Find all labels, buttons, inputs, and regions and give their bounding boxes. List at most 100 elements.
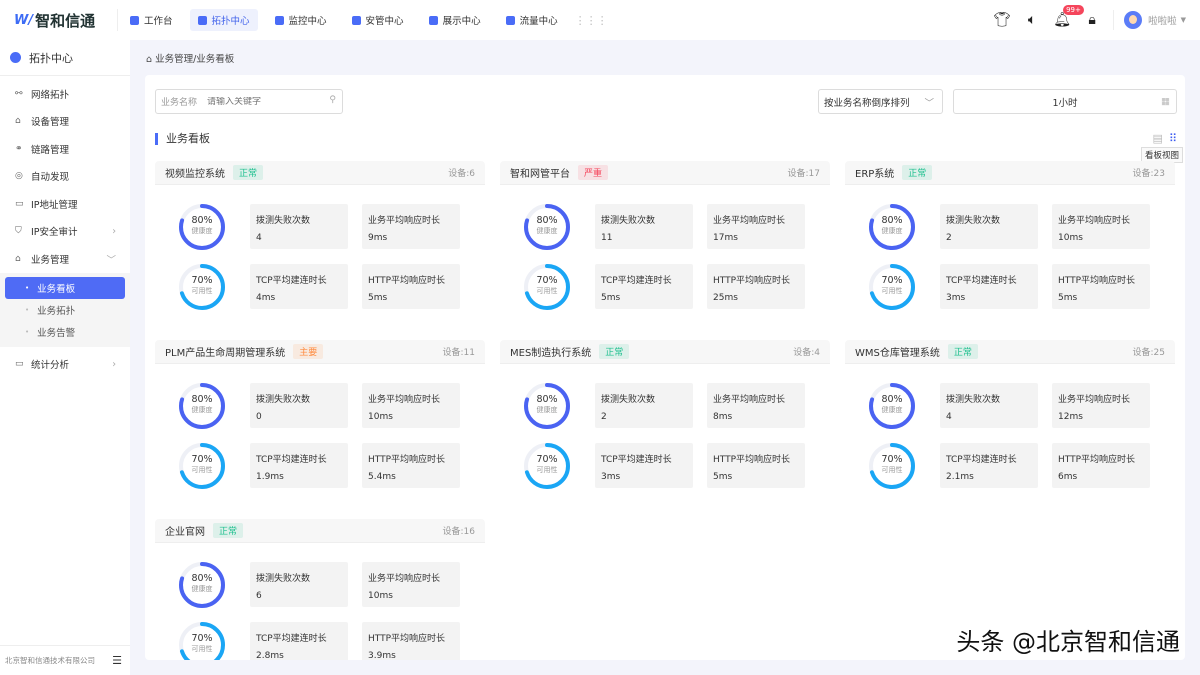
sidebar-item-label: 业务管理 xyxy=(31,254,70,266)
metric-box: HTTP平均响应时长 5.4ms xyxy=(362,443,460,488)
ring-gauge: 80% 健康度 xyxy=(523,203,571,251)
business-card[interactable]: 智和网管平台 严重 设备:17 80% 健康度 70% 可用性 拨测失败次数 11 业务平均响应时… xyxy=(500,161,830,321)
board-view-icon[interactable]: ⠿ xyxy=(1168,132,1177,145)
metric-box: 拨测失败次数 2 xyxy=(595,383,693,428)
metric-value: 10ms xyxy=(368,412,393,422)
nav-label: 展示中心 xyxy=(442,16,481,27)
gauge-value: 80% xyxy=(191,215,213,226)
gauge-arc xyxy=(179,443,225,489)
metric-value: 5ms xyxy=(368,293,388,303)
sidebar-subitem[interactable]: 业务告警 xyxy=(5,321,125,343)
metric-label: HTTP平均响应时长 xyxy=(1058,276,1136,286)
lock-icon[interactable]: 🔒︎ xyxy=(1088,12,1096,28)
card-title: PLM产品生命周期管理系统 xyxy=(165,348,286,359)
ring-gauge: 80% 健康度 xyxy=(178,561,226,609)
ring-gauge: 70% 可用性 xyxy=(868,263,916,311)
metric-label: HTTP平均响应时长 xyxy=(713,276,791,286)
nav-topology[interactable]: 拓扑中心 xyxy=(189,9,258,31)
main-panel: 业务名称⚲ 按业务名称倒序排列﹀ 1小时▦ 业务看板 ▤⠿ 看板视图 视频监控系… xyxy=(145,75,1185,660)
speaker-icon[interactable]: 🔈︎ xyxy=(1027,12,1037,28)
metric-value: 0 xyxy=(256,412,262,422)
gauge-arc xyxy=(179,383,225,429)
metric-label: 拨测失败次数 xyxy=(601,395,656,405)
status-tag: 严重 xyxy=(578,165,609,180)
search-input[interactable] xyxy=(207,96,323,107)
sidebar-item[interactable]: ⚯ 网络拓扑 xyxy=(0,80,130,108)
sidebar-footer: 北京智和信通技术有限公司 ☰ xyxy=(0,645,130,675)
monitor-icon: ▭ xyxy=(15,198,24,209)
gauge-arc xyxy=(524,264,570,310)
ring-gauge: 70% 可用性 xyxy=(523,442,571,490)
sidebar-item[interactable]: ⛉ IP安全审计 › xyxy=(0,218,130,246)
metric-box: 业务平均响应时长 10ms xyxy=(362,562,460,607)
gauge-caption: 可用性 xyxy=(536,287,558,295)
device-count: 设备:16 xyxy=(442,527,476,537)
gauge-value: 80% xyxy=(881,394,903,405)
collapse-menu-icon[interactable]: ☰ xyxy=(112,654,122,667)
sidebar-item[interactable]: ⚭ 链路管理 xyxy=(0,135,130,163)
business-card[interactable]: ERP系统 正常 设备:23 80% 健康度 70% 可用性 拨测失败次数 2 业务平均响应时长 1… xyxy=(845,161,1175,321)
card-header: WMS仓库管理系统 正常 设备:25 xyxy=(845,340,1175,364)
metric-value: 2 xyxy=(601,412,607,422)
apps-grid-icon[interactable]: ⋮⋮⋮ xyxy=(574,13,608,27)
device-count: 设备:11 xyxy=(442,348,476,358)
metric-box: TCP平均建连时长 2.8ms xyxy=(250,622,348,660)
sidebar-subitem[interactable]: 业务看板 xyxy=(5,276,125,299)
logo-mark-icon: W/ xyxy=(14,12,34,28)
metric-box: 拨测失败次数 0 xyxy=(250,383,348,428)
nav-home[interactable]: 工作台 xyxy=(122,9,181,31)
ring-gauge: 80% 健康度 xyxy=(178,382,226,430)
nav-traffic[interactable]: 流量中心 xyxy=(498,9,566,31)
gauge-label: 80% 健康度 xyxy=(178,215,226,237)
business-card[interactable]: PLM产品生命周期管理系统 主要 设备:11 80% 健康度 70% 可用性 拨测失败次数 0 业… xyxy=(155,340,485,500)
search-icon[interactable]: ⚲ xyxy=(329,95,336,105)
business-card[interactable]: MES制造执行系统 正常 设备:4 80% 健康度 70% 可用性 拨测失败次数 2 业务平均响应… xyxy=(500,340,830,500)
gauge-label: 80% 健康度 xyxy=(868,394,916,416)
bell-icon[interactable]: 🔔︎ 99+ xyxy=(1047,5,1084,28)
time-range-picker[interactable]: 1小时 ▦ xyxy=(953,89,1177,114)
logo[interactable]: W/智和信通 xyxy=(0,9,118,31)
metric-box: 业务平均响应时长 10ms xyxy=(362,383,460,428)
gauge-arc xyxy=(179,622,225,660)
status-tag: 正常 xyxy=(213,523,244,538)
metric-box: HTTP平均响应时长 5ms xyxy=(707,443,805,488)
sidebar-item[interactable]: ▭ IP地址管理 xyxy=(0,190,130,218)
table-view-icon[interactable]: ▤ xyxy=(1152,132,1163,145)
gauge-caption: 健康度 xyxy=(536,406,558,414)
metric-label: TCP平均建连时长 xyxy=(256,276,327,286)
nav-shield[interactable]: 安管中心 xyxy=(344,9,412,31)
business-card[interactable]: 企业官网 正常 设备:16 80% 健康度 70% 可用性 拨测失败次数 6 业务平均响应时长 10… xyxy=(155,519,485,660)
business-card[interactable]: WMS仓库管理系统 正常 设备:25 80% 健康度 70% 可用性 拨测失败次数 4 业务平均响… xyxy=(845,340,1175,500)
traffic-icon xyxy=(505,15,515,25)
nav-display[interactable]: 展示中心 xyxy=(421,9,489,31)
section-title: 业务看板 xyxy=(155,133,210,145)
calendar-icon: ▦ xyxy=(1161,96,1170,107)
metric-box: 拨测失败次数 4 xyxy=(250,204,348,249)
sidebar-item[interactable]: ⌂ 设备管理 xyxy=(0,108,130,136)
topology-icon xyxy=(10,52,21,63)
sidebar-subitem[interactable]: 业务拓扑 xyxy=(5,299,125,321)
user-menu[interactable]: 啦啦啦 ▼ xyxy=(1113,10,1200,30)
gauge-caption: 可用性 xyxy=(881,466,903,474)
nav-monitor[interactable]: 监控中心 xyxy=(267,9,335,31)
metric-box: TCP平均建连时长 3ms xyxy=(595,443,693,488)
business-card[interactable]: 视频监控系统 正常 设备:6 80% 健康度 70% 可用性 拨测失败次数 4 业务平均响应时长 9… xyxy=(155,161,485,321)
metric-label: 业务平均响应时长 xyxy=(368,216,441,226)
metric-value: 10ms xyxy=(368,591,393,601)
sort-select[interactable]: 按业务名称倒序排列 ﹀ xyxy=(818,89,943,114)
metric-value: 6ms xyxy=(1058,472,1078,482)
gauge-caption: 健康度 xyxy=(881,227,903,235)
metric-value: 3ms xyxy=(601,472,621,482)
metric-value: 25ms xyxy=(713,293,738,303)
device-count: 设备:23 xyxy=(1132,169,1166,179)
theme-shirt-icon[interactable]: 👕︎ xyxy=(993,12,1011,28)
ring-gauge: 70% 可用性 xyxy=(868,442,916,490)
metric-label: 拨测失败次数 xyxy=(946,216,1001,226)
sidebar-item[interactable]: ▭ 统计分析 › xyxy=(0,351,130,379)
search-field[interactable]: 业务名称⚲ xyxy=(155,89,343,114)
metric-label: HTTP平均响应时长 xyxy=(1058,455,1136,465)
sidebar-item[interactable]: ⌂ 业务管理 ﹀ xyxy=(0,245,130,273)
top-bar: W/智和信通 工作台 拓扑中心 监控中心 安管中心 展示中心 流量中心 ⋮⋮⋮ 👕︎ 🔈︎… xyxy=(0,0,1200,40)
metric-label: TCP平均建连时长 xyxy=(601,276,672,286)
sidebar-item[interactable]: ◎ 自动发现 xyxy=(0,163,130,191)
